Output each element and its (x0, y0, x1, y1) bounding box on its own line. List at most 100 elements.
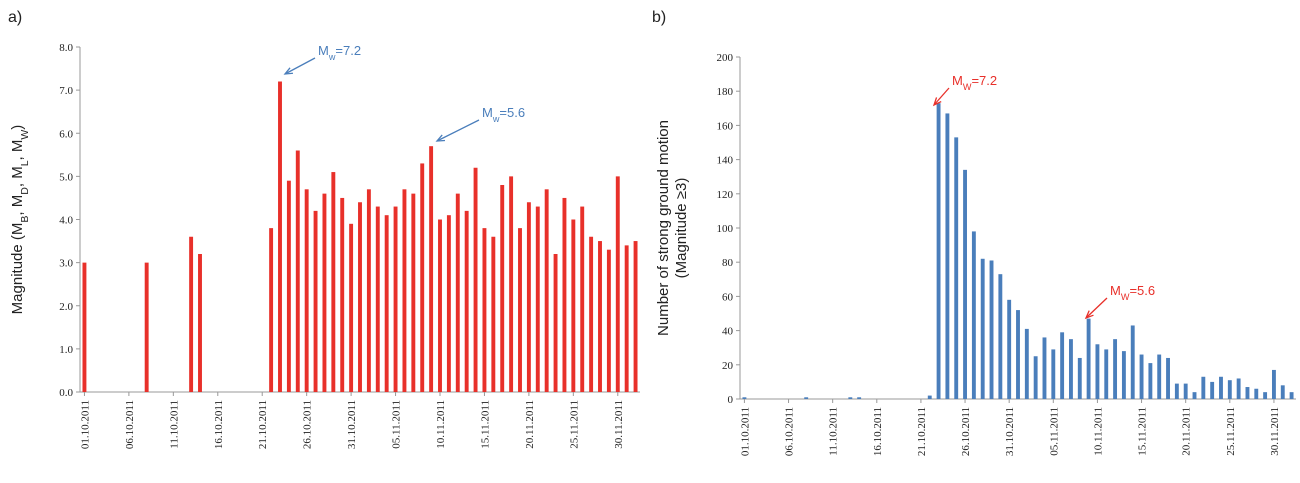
bar (1095, 344, 1100, 399)
bar (589, 236, 594, 392)
bar (1033, 356, 1038, 399)
x-tick-label: 16.10.2011 (213, 400, 225, 449)
bar (1060, 332, 1065, 399)
annotation-part: w (328, 52, 336, 62)
x-tick-label: 15.11.2011 (1137, 407, 1149, 456)
x-tick-label: 06.10.2011 (784, 407, 796, 456)
y-tick-label: 60 (722, 291, 734, 303)
x-tick-label: 11.10.2011 (168, 400, 180, 449)
bar (1227, 380, 1232, 399)
annotation-part: =5.6 (499, 105, 525, 120)
x-tick-label: 11.10.2011 (828, 407, 840, 456)
bar (340, 197, 345, 392)
x-tick-label: 30.11.2011 (1269, 407, 1281, 456)
arrow-head (1084, 310, 1094, 320)
annotation-part: M (952, 73, 963, 88)
y-tick-label: 120 (717, 189, 734, 201)
x-tick-label: 16.10.2011 (872, 407, 884, 456)
annotation-part: M (1110, 283, 1121, 298)
y-tick-label: 2.0 (59, 301, 73, 313)
y-axis-label: Magnitude (MB, MD, ML, MW) (9, 125, 31, 315)
annotation-arrow (1085, 297, 1108, 319)
x-tick-label: 25.11.2011 (1225, 407, 1237, 456)
annotation-part: =5.6 (1129, 283, 1155, 298)
bar (1007, 299, 1012, 399)
bar (562, 197, 567, 392)
y-tick-label: 140 (717, 155, 734, 167)
bar (491, 236, 496, 392)
bar (804, 397, 809, 399)
x-tick-label: 31.10.2011 (346, 400, 358, 449)
bar (473, 167, 478, 392)
bar (358, 202, 362, 392)
x-tick-label: 21.10.2011 (916, 407, 928, 456)
y-tick-label: 4.0 (59, 215, 73, 227)
bar (1280, 385, 1285, 399)
bar (82, 262, 87, 392)
annotation-part: W (963, 82, 972, 92)
bar (1263, 392, 1268, 399)
bar (1183, 383, 1188, 399)
bar (971, 231, 976, 399)
bar (624, 245, 629, 392)
bar (1271, 369, 1276, 399)
y-tick-label: 180 (717, 86, 734, 98)
panel-label: a) (8, 9, 22, 26)
bar (189, 236, 194, 392)
annotation-part: =7.2 (971, 73, 997, 88)
annotation-arrow (284, 57, 316, 75)
annotation: MW=7.2 (952, 73, 997, 92)
bar (580, 206, 585, 392)
bar (526, 202, 531, 392)
bar (553, 254, 558, 392)
bar (1174, 383, 1179, 399)
x-tick-label: 10.11.2011 (435, 400, 447, 449)
bar (1139, 354, 1144, 399)
y-axis-label-part: W (19, 130, 31, 140)
bar (1130, 325, 1135, 399)
annotation-part: w (492, 114, 500, 124)
bar (1219, 376, 1223, 399)
x-tick-label: 01.10.2011 (79, 400, 91, 449)
y-axis-label-part: , M (9, 166, 26, 187)
bar (1254, 388, 1259, 399)
bar (1192, 392, 1197, 399)
bar (848, 397, 853, 399)
y-axis-label-part: ) (9, 125, 26, 130)
y-tick-label: 0.0 (59, 387, 73, 399)
annotation: Mw=5.6 (482, 105, 525, 124)
annotation-part: M (318, 43, 329, 58)
bar (509, 176, 514, 392)
x-tick-label: 20.11.2011 (1181, 407, 1193, 456)
bar (313, 210, 318, 392)
y-tick-label: 0 (728, 394, 734, 406)
y-tick-label: 8.0 (59, 42, 73, 54)
bar (980, 258, 985, 399)
panel-label: b) (652, 9, 666, 26)
bar (322, 193, 327, 392)
x-tick-label: 15.11.2011 (479, 400, 491, 449)
y-tick-label: 20 (722, 360, 734, 372)
bar (393, 206, 398, 392)
x-tick-label: 01.10.2011 (739, 407, 751, 456)
x-tick-label: 05.11.2011 (391, 400, 403, 449)
bar (936, 103, 941, 400)
x-tick-label: 21.10.2011 (257, 400, 269, 449)
bar (1069, 339, 1073, 399)
bar (278, 81, 282, 392)
y-axis-label-part: , M (9, 195, 26, 216)
bar (269, 228, 274, 392)
bar (1042, 337, 1047, 399)
bar (446, 215, 451, 392)
annotation-arrow (933, 87, 950, 106)
arrow-head (283, 67, 294, 75)
arrow-head (435, 134, 446, 142)
bar (464, 210, 469, 392)
bar (1121, 351, 1126, 399)
bar (1245, 387, 1250, 399)
bar (438, 219, 442, 392)
bar (518, 228, 522, 392)
bar (606, 249, 611, 392)
bar (945, 113, 950, 400)
